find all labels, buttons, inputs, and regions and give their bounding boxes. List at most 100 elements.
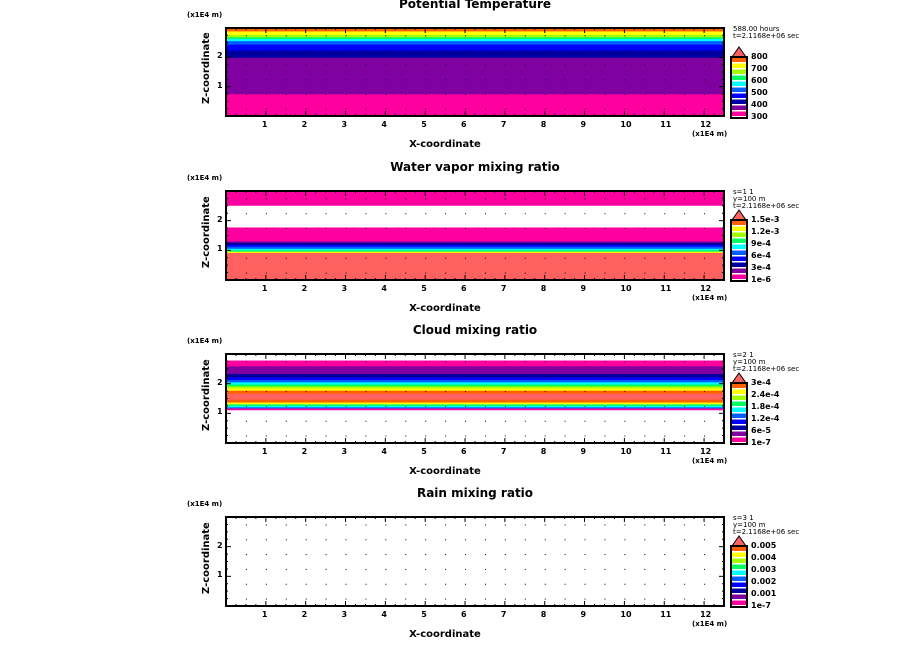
grid-dot [445,50,447,51]
grid-dot [465,257,467,259]
grid-dot [564,272,566,274]
grid-dot [624,108,626,110]
colorbar-swatch [732,401,746,406]
grid-dot [504,554,506,556]
grid-dot [245,435,247,437]
grid-dot [445,108,447,110]
grid-dot [345,568,347,570]
grid-dot [465,554,467,556]
colorbar-triangle [731,46,747,58]
grid-dot [365,198,367,200]
grid-dot [305,79,307,81]
x-tick-label: 4 [381,120,387,129]
grid-dot [504,376,506,378]
x-tick-label: 7 [500,610,507,619]
grid-dot [325,405,327,407]
grid-dot [425,198,427,200]
grid-dot [484,361,486,363]
grid-dot [345,50,347,51]
grid-dot [524,554,526,556]
x-tick-label: 9 [580,447,587,456]
grid-dot [325,376,327,378]
grid-dot [245,568,247,570]
grid-dot [524,272,526,274]
grid-dot [445,228,447,230]
x-tick-label: 12 [700,447,712,456]
grid-dot [524,64,526,66]
grid-dot [524,583,526,585]
grid-dot [544,257,546,259]
grid-dot [465,524,467,526]
grid-dot [684,108,686,110]
grid-dot [285,361,287,363]
grid-dot [684,64,686,66]
grid-dot [425,108,427,110]
grid-dot [405,583,407,585]
grid-dot [644,524,646,526]
x-tick-label: 11 [660,284,672,293]
grid-dot [345,361,347,363]
contour-band [226,40,724,45]
grid-dot [684,228,686,230]
grid-dot [704,391,706,393]
contour-band [226,385,724,389]
colorbar-swatch [732,546,746,551]
x-tick-label: 3 [341,284,348,293]
x-axis-label: X-coordinate [409,466,481,477]
grid-dot [504,435,506,437]
grid-dot [245,391,247,393]
colorbar-label: 6e-5 [751,426,771,435]
grid-dot [624,213,626,215]
grid-dot [245,405,247,407]
grid-dot [564,64,566,66]
grid-dot [405,376,407,378]
grid-dot [544,420,546,422]
colorbar-label: 1.2e-3 [751,227,780,236]
x-tick-label: 4 [381,447,387,456]
grid-dot [584,108,586,110]
grid-dot [305,242,307,244]
grid-dot [405,361,407,363]
y-unit-label: (x1E4 m) [187,174,223,182]
grid-dot [504,405,506,407]
info-text: t=2.1168e+06 sec [733,202,800,210]
x-tick-label: 1 [261,120,268,129]
contour-band [226,34,724,38]
grid-dot [524,213,526,215]
contour-band [226,38,724,42]
grid-dot [345,405,347,407]
x-tick-label: 10 [620,120,632,129]
grid-dot [564,228,566,230]
contour-band [226,360,724,367]
grid-dot [445,539,447,541]
grid-dot [664,272,666,274]
grid-dot [484,64,486,66]
colorbar-swatch [732,594,746,599]
grid-dot [604,242,606,244]
grid-dot [664,79,666,81]
x-tick-label: 2 [301,120,308,129]
grid-dot [564,420,566,422]
contour-band [226,248,724,251]
grid-dot [385,539,387,541]
grid-dot [684,257,686,259]
grid-dot [484,554,486,556]
grid-dot [425,598,427,600]
grid-dot [345,79,347,81]
colorbar-frame [730,219,748,282]
x-tick-label: 2 [301,447,308,456]
grid-dot [305,198,307,200]
grid-dot [385,435,387,437]
grid-dot [445,198,447,200]
grid-dot [584,524,586,526]
grid-dot [285,524,287,526]
grid-dot [405,79,407,81]
grid-dot [345,420,347,422]
grid-dot [445,213,447,215]
x-tick-label: 5 [421,610,427,619]
grid-dot [644,79,646,81]
grid-dot [405,198,407,200]
colorbar-swatch [732,582,746,587]
grid-dot [345,554,347,556]
grid-dot [385,583,387,585]
